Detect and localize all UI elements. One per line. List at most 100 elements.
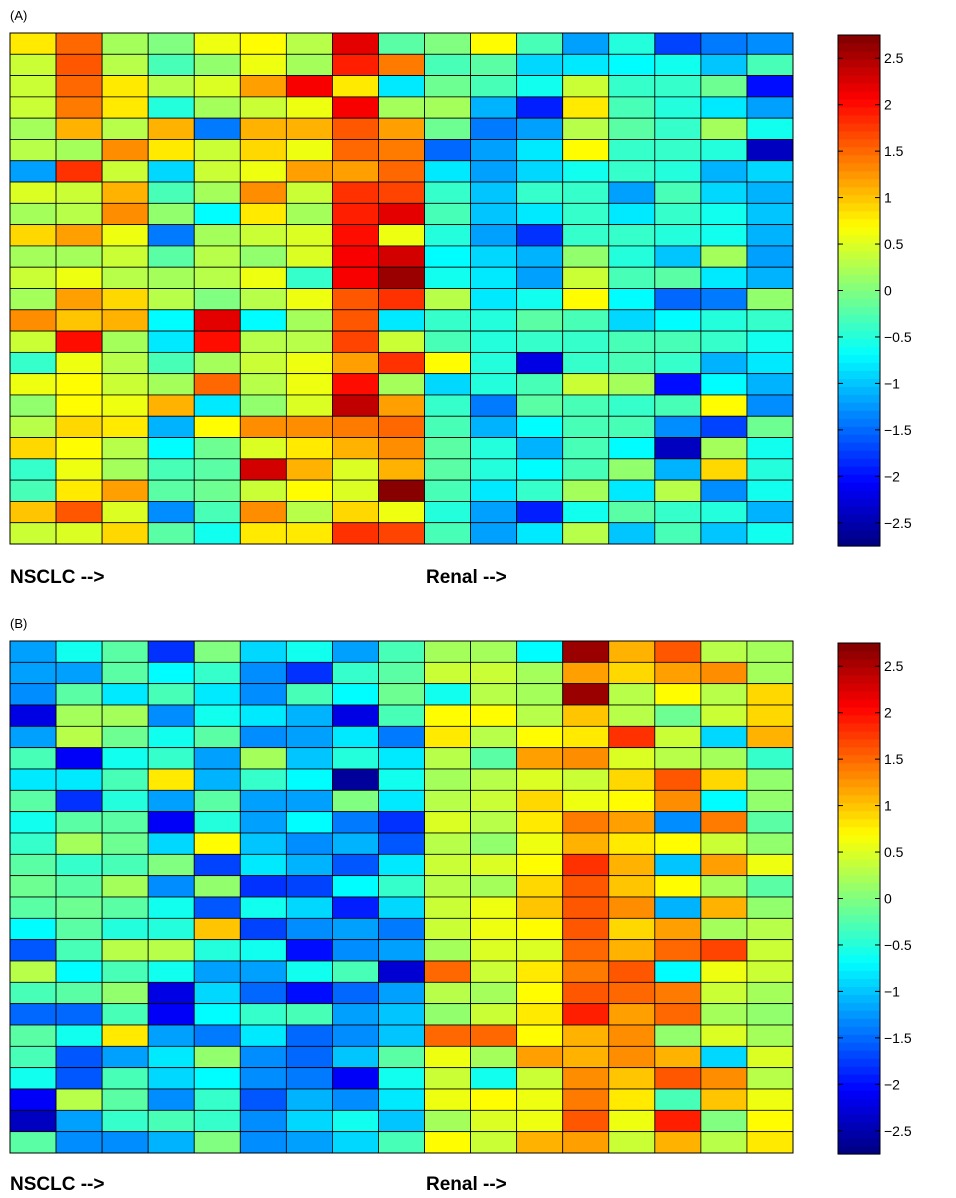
colorbar-segment bbox=[838, 242, 880, 252]
heatmap-cell bbox=[746, 479, 794, 502]
heatmap-cell bbox=[700, 1088, 748, 1111]
heatmap-cell bbox=[516, 160, 564, 183]
heatmap-cell bbox=[378, 981, 425, 1005]
heatmap-cell bbox=[285, 960, 333, 983]
heatmap-cell bbox=[55, 75, 103, 98]
heatmap-cell bbox=[55, 811, 103, 834]
heatmap-cell bbox=[239, 661, 287, 685]
heatmap-cell bbox=[470, 896, 518, 919]
heatmap-cell bbox=[516, 939, 564, 962]
heatmap-cell bbox=[562, 394, 610, 417]
heatmap-cell bbox=[285, 1109, 333, 1133]
heatmap-cell bbox=[608, 351, 656, 375]
heatmap-cell bbox=[608, 458, 656, 481]
heatmap-cell bbox=[654, 373, 702, 396]
heatmap-cell bbox=[424, 53, 471, 76]
heatmap-cell bbox=[239, 1088, 287, 1111]
colorbar-segment bbox=[838, 394, 880, 403]
heatmap-cell bbox=[9, 1045, 57, 1069]
colorbar-segment bbox=[838, 906, 880, 916]
heatmap-cell bbox=[101, 875, 149, 898]
heatmap-cell bbox=[700, 1067, 748, 1090]
heatmap-cell bbox=[9, 1131, 57, 1154]
heatmap-cell bbox=[516, 479, 564, 502]
heatmap-cell bbox=[608, 981, 656, 1005]
heatmap-cell bbox=[378, 789, 425, 813]
heatmap-cell bbox=[285, 501, 333, 524]
heatmap-cell bbox=[654, 266, 702, 289]
heatmap-cell bbox=[193, 139, 241, 162]
heatmap-cell bbox=[654, 917, 702, 941]
heatmap-cell bbox=[147, 917, 195, 941]
heatmap-cell bbox=[101, 522, 149, 545]
heatmap-cell bbox=[239, 458, 287, 481]
heatmap-cell bbox=[654, 832, 702, 855]
heatmap-cell bbox=[562, 32, 610, 55]
heatmap-cell bbox=[101, 266, 149, 289]
heatmap-cell bbox=[285, 981, 333, 1005]
heatmap-cell bbox=[608, 939, 656, 962]
heatmap-cell bbox=[239, 266, 287, 289]
heatmap-cell bbox=[147, 981, 195, 1005]
heatmap-cell bbox=[332, 458, 379, 481]
heatmap-cell bbox=[562, 160, 610, 183]
heatmap-cell bbox=[700, 501, 748, 524]
heatmap-cell bbox=[332, 1003, 379, 1026]
heatmap-cell bbox=[700, 458, 748, 481]
colorbar-segment bbox=[838, 994, 880, 1003]
heatmap-cell bbox=[378, 117, 425, 140]
heatmap-cell bbox=[239, 330, 287, 353]
heatmap-cell bbox=[239, 373, 287, 396]
heatmap-cell bbox=[516, 981, 564, 1005]
colorbar-segment bbox=[838, 490, 880, 499]
heatmap-cell bbox=[424, 479, 471, 502]
heatmap-cell bbox=[147, 373, 195, 396]
colorbar-segment bbox=[838, 962, 880, 971]
heatmap-cell bbox=[332, 789, 379, 813]
heatmap-cell bbox=[55, 522, 103, 545]
heatmap-cell bbox=[746, 747, 794, 770]
heatmap-cell bbox=[101, 394, 149, 417]
heatmap-cell bbox=[147, 245, 195, 268]
heatmap-cell bbox=[700, 330, 748, 353]
heatmap-cell bbox=[746, 1024, 794, 1047]
heatmap-cell bbox=[746, 1088, 794, 1111]
heatmap-cell bbox=[562, 479, 610, 502]
heatmap-cell bbox=[147, 394, 195, 417]
heatmap-cell bbox=[101, 224, 149, 247]
heatmap-cell bbox=[608, 202, 656, 226]
heatmap-cell bbox=[285, 437, 333, 460]
heatmap-cell bbox=[55, 160, 103, 183]
colorbar-segment bbox=[838, 114, 880, 124]
heatmap-cell bbox=[562, 683, 610, 706]
colorbar-segment bbox=[838, 442, 880, 451]
heatmap-cell bbox=[285, 288, 333, 311]
heatmap-cell bbox=[470, 415, 518, 438]
heatmap-cell bbox=[239, 917, 287, 941]
heatmap-cell bbox=[239, 725, 287, 749]
heatmap-cell bbox=[470, 939, 518, 962]
colorbar-segment bbox=[838, 706, 880, 716]
heatmap-cell bbox=[470, 960, 518, 983]
heatmap-cell bbox=[55, 309, 103, 332]
heatmap-cell bbox=[101, 896, 149, 919]
heatmap-cell bbox=[424, 917, 471, 941]
colorbar-segment bbox=[838, 778, 880, 788]
heatmap-cell bbox=[193, 266, 241, 289]
heatmap-cell bbox=[285, 53, 333, 76]
heatmap-cell bbox=[516, 832, 564, 855]
heatmap-cell bbox=[285, 896, 333, 919]
heatmap-cell bbox=[424, 811, 471, 834]
heatmap-cell bbox=[285, 1003, 333, 1026]
heatmap-cell bbox=[9, 747, 57, 770]
heatmap-cell bbox=[470, 373, 518, 396]
heatmap-cell bbox=[470, 117, 518, 140]
heatmap-cell bbox=[193, 853, 241, 877]
heatmap-cell bbox=[516, 661, 564, 685]
heatmap-cell bbox=[746, 960, 794, 983]
heatmap-cell bbox=[424, 75, 471, 98]
heatmap-cell bbox=[562, 181, 610, 204]
colorbar-segment bbox=[838, 754, 880, 764]
heatmap-cell bbox=[285, 75, 333, 98]
colorbar-segment bbox=[838, 290, 880, 300]
